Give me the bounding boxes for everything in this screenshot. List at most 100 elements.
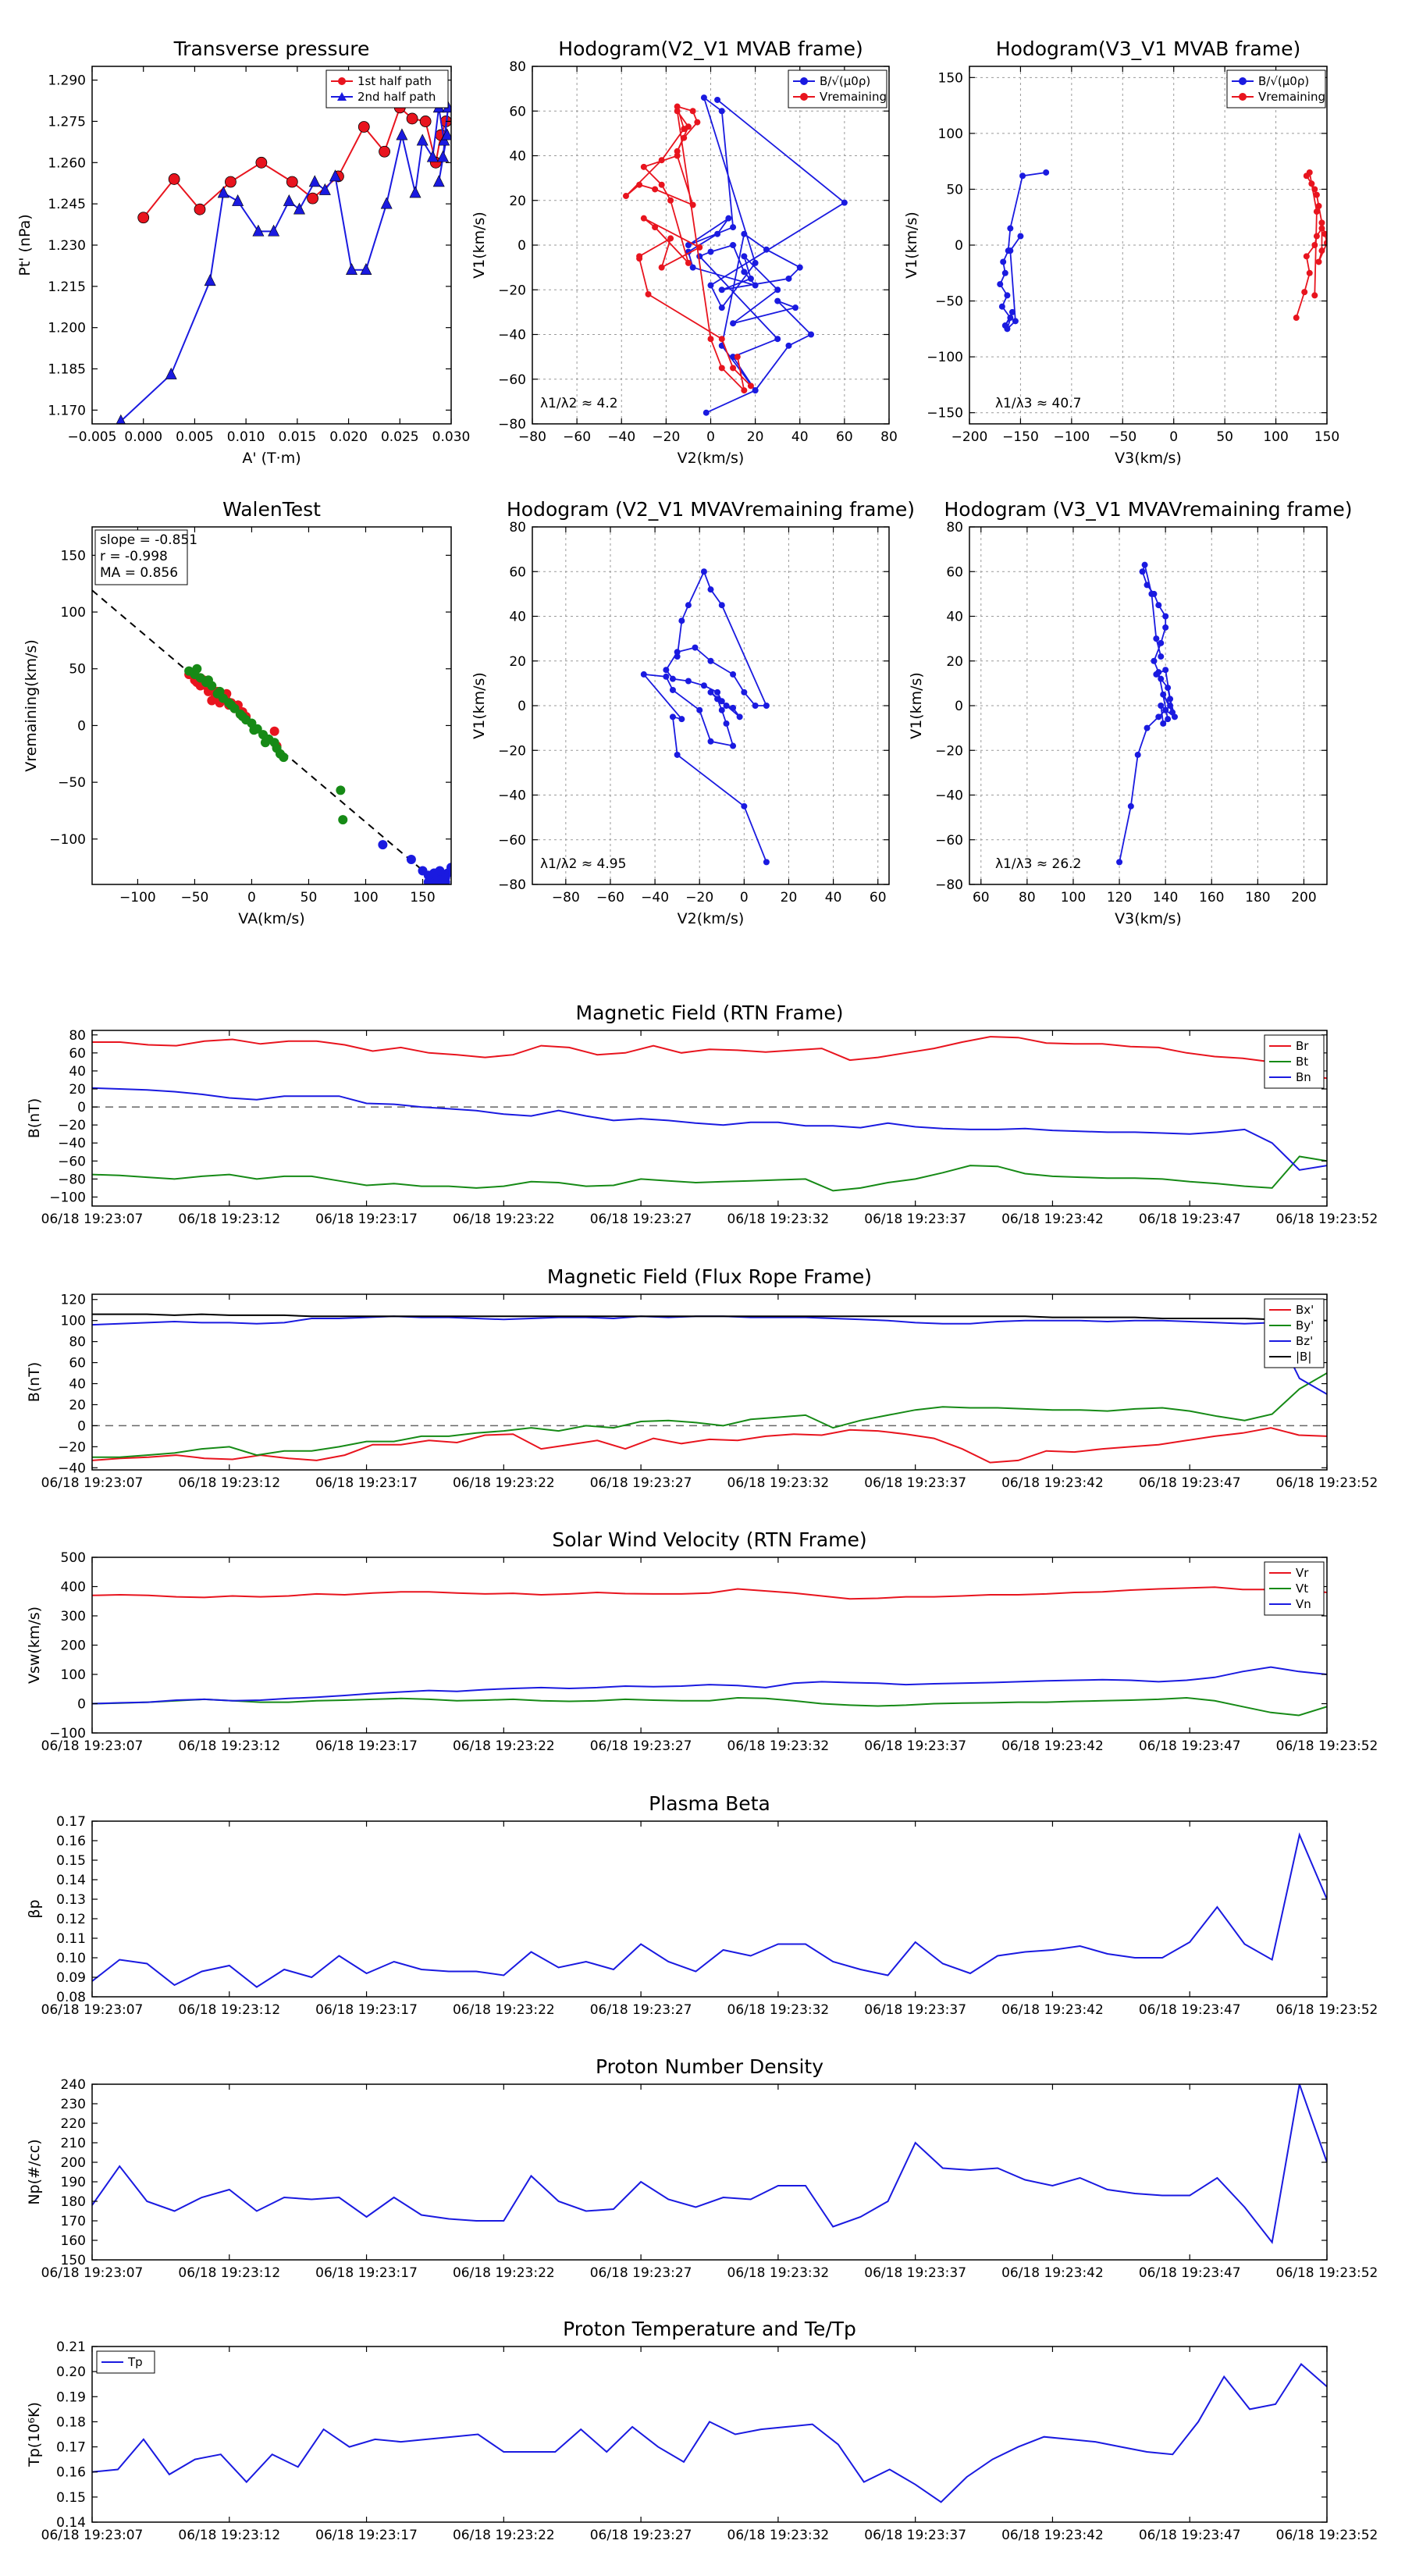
hodogram-point-1 <box>696 244 703 251</box>
time-tick-label: 06/18 19:23:37 <box>864 1475 966 1491</box>
y-tick-label: 0 <box>77 1697 86 1713</box>
legend-marker <box>338 77 346 85</box>
scatter-point-red <box>269 726 279 736</box>
hodogram-point <box>685 602 692 609</box>
x-tick-label: 40 <box>825 890 842 906</box>
scatter-point-blue <box>423 877 433 884</box>
scatter-point-green <box>226 700 237 710</box>
hodogram-point-0 <box>841 199 848 206</box>
hodogram-point <box>1141 561 1148 568</box>
hodogram-point <box>1167 696 1174 703</box>
y-tick-label: 0.16 <box>56 1834 86 1849</box>
y-tick-label: 1.200 <box>48 321 86 336</box>
series-line-Br <box>92 1036 1327 1080</box>
axes-frame <box>91 66 452 425</box>
hodogram-point-1 <box>681 134 688 141</box>
y-tick-label: 1.290 <box>48 73 86 89</box>
scatter-point-green <box>279 753 289 763</box>
eigenvalue-ratio: λ1/λ2 ≈ 4.2 <box>540 396 618 411</box>
x-tick-label: −150 <box>1002 429 1039 445</box>
plot-area <box>1116 561 1178 866</box>
x-tick-label: 0 <box>1169 429 1178 445</box>
x-tick-label: 0.020 <box>329 429 368 445</box>
hodogram-point <box>718 602 725 609</box>
data-point-1st-half <box>286 176 298 188</box>
x-tick-label: −20 <box>685 890 713 906</box>
hodogram-point-0 <box>714 230 721 237</box>
hodogram-point-1 <box>1301 289 1308 296</box>
legend-label: By' <box>1296 1318 1314 1332</box>
hodogram-point <box>1158 703 1165 709</box>
axes-frame <box>532 526 890 885</box>
data-point-2nd-half <box>409 186 422 198</box>
hodogram-point-1 <box>652 186 659 193</box>
x-tick-label: 80 <box>1019 890 1036 906</box>
data-point-2nd-half <box>217 186 229 198</box>
hodogram-point-0 <box>774 286 781 294</box>
plot-area <box>92 1832 1327 1988</box>
y-axis-label: Pt' (nPa) <box>16 214 34 276</box>
hodogram-point-1 <box>1303 253 1310 260</box>
series-line-Bz' <box>92 1315 1327 1395</box>
y-tick-label: 0.10 <box>56 1951 86 1966</box>
hodogram-point-0 <box>808 331 815 338</box>
transverse-pressure-chart: −0.005 0.000 0.005 0.010 0.015 0.020 0.025 0.03… <box>16 37 470 467</box>
y-tick-label: 40 <box>946 610 963 625</box>
hodogram-point <box>736 713 743 720</box>
hodogram-point-0 <box>700 94 707 101</box>
data-point-2nd-half <box>416 133 429 146</box>
y-tick-label: −150 <box>927 406 963 422</box>
y-tick-label: 50 <box>946 182 963 197</box>
y-tick-label: 190 <box>61 2175 86 2190</box>
hodogram-point-0 <box>792 304 799 311</box>
y-tick-label: 40 <box>509 149 526 165</box>
y-tick-label: 1.230 <box>48 238 86 254</box>
scatter-point-green <box>192 664 202 674</box>
y-tick-label: −20 <box>935 743 963 759</box>
hodogram-point-1 <box>636 181 643 188</box>
beta-chart: 0.17 0.16 0.15 0.14 0.13 0.12 0.11 0.10 0.09 0.08… <box>26 1792 1378 2018</box>
scatter-point-green <box>336 785 346 795</box>
x-tick-label: 0 <box>706 429 715 445</box>
hodogram-point-1 <box>1318 225 1325 232</box>
x-tick-label: 150 <box>1314 429 1339 445</box>
y-tick-label: −50 <box>935 294 963 310</box>
hodogram-point-1 <box>1313 191 1320 198</box>
hodogram-point-0 <box>752 259 759 266</box>
series-line-Vn <box>92 1666 1327 1705</box>
time-tick-label: 06/18 19:23:27 <box>590 2002 692 2018</box>
hodogram-point <box>763 859 770 866</box>
hodogram-point <box>663 673 670 680</box>
time-tick-label: 06/18 19:23:27 <box>590 2528 692 2543</box>
hodogram-point <box>730 742 737 749</box>
y-tick-label: 500 <box>61 1550 86 1566</box>
time-tick-label: 06/18 19:23:07 <box>41 2002 144 2018</box>
legend-label: Br <box>1296 1039 1309 1053</box>
y-tick-label: −60 <box>935 833 963 849</box>
y-tick-label: −20 <box>498 283 526 298</box>
legend-label: Bn <box>1296 1070 1311 1084</box>
hodogram-point <box>1162 613 1169 620</box>
y-tick-label: 0.18 <box>56 2414 86 2430</box>
hodogram-point <box>707 688 714 696</box>
mag_rtn-chart: 80 60 40 20 0 −20 −40 −60 −80 −100 Magnetic Field … <box>26 1002 1378 1227</box>
scatter-point-green <box>338 815 348 825</box>
data-point-1st-half <box>406 112 418 125</box>
hodogram-point-0 <box>741 230 748 237</box>
hodogram-point-1 <box>622 193 629 200</box>
time-tick-label: 06/18 19:23:22 <box>453 1212 555 1227</box>
scatter-point-blue <box>446 863 451 873</box>
chart-title: Plasma Beta <box>649 1792 770 1815</box>
y-tick-label: 0 <box>77 1100 86 1115</box>
x-axis-label: V2(km/s) <box>678 910 745 927</box>
time-tick-label: 06/18 19:23:32 <box>727 1738 830 1754</box>
hodogram-point <box>707 657 714 664</box>
time-tick-label: 06/18 19:23:12 <box>178 2002 280 2018</box>
time-tick-label: 06/18 19:23:52 <box>1276 2528 1378 2543</box>
y-tick-label: −100 <box>49 832 86 848</box>
hodogram-point-0 <box>1017 233 1024 240</box>
x-tick-label: 0.025 <box>381 429 419 445</box>
walen-test-chart: −100 −50 0 50 100 150 −100 −50 0 50 100 150 WalenTes… <box>23 498 452 927</box>
hodogram-point-0 <box>752 387 759 394</box>
hodogram-point-1 <box>694 119 701 126</box>
